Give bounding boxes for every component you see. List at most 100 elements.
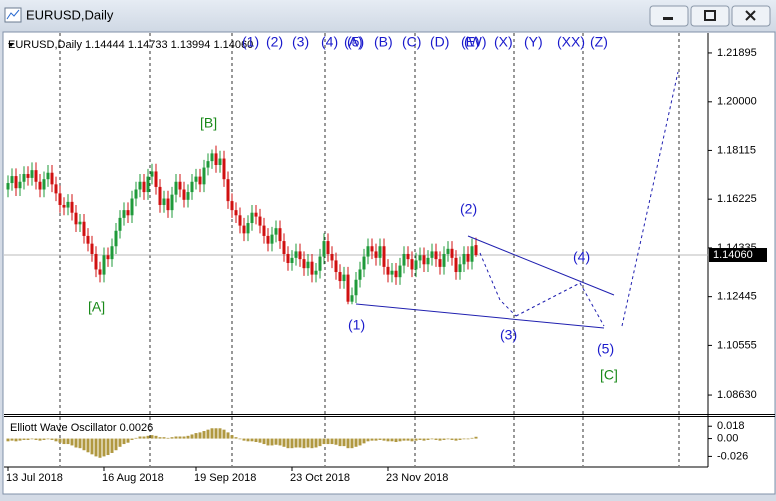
osc-bar — [258, 438, 262, 443]
osc-bar — [238, 438, 242, 440]
osc-bar — [434, 438, 438, 440]
osc-bar — [278, 438, 282, 446]
osc-bar — [102, 438, 106, 457]
osc-bar — [430, 438, 434, 440]
osc-bar — [146, 435, 150, 439]
osc-bar — [266, 438, 270, 446]
osc-bar — [150, 435, 154, 439]
candle-body — [310, 261, 314, 275]
osc-bar — [134, 437, 138, 439]
osc-bar — [154, 435, 158, 439]
candle-body — [274, 228, 278, 235]
candle-body — [250, 212, 254, 224]
osc-bar — [470, 437, 474, 439]
osc-bar — [466, 438, 470, 440]
osc-y-tick-label: -0.026 — [717, 450, 748, 462]
candle-body — [282, 241, 286, 254]
osc-bar — [90, 438, 94, 455]
osc-bar — [426, 438, 430, 440]
wave-count-label: (B) — [374, 34, 393, 50]
title-bar — [0, 0, 776, 32]
candle-body — [142, 181, 146, 193]
osc-bar — [314, 438, 318, 448]
candle-body — [458, 264, 462, 273]
candle-body — [242, 225, 246, 234]
candle-body — [390, 270, 394, 275]
candle-body — [474, 245, 478, 256]
osc-bar — [186, 435, 190, 439]
osc-bar — [306, 438, 310, 448]
candle-body — [22, 174, 26, 182]
candle-body — [190, 181, 194, 193]
osc-bar — [354, 438, 358, 447]
candle-body — [278, 228, 282, 242]
osc-bar — [222, 429, 226, 439]
candle-body — [358, 269, 362, 280]
wave-count-label: (3) — [292, 34, 309, 50]
wave-label: [B] — [200, 115, 217, 131]
candle-body — [78, 221, 82, 225]
osc-bar — [462, 438, 466, 440]
osc-bar — [262, 438, 266, 445]
osc-bar — [198, 432, 202, 439]
candle-body — [102, 255, 106, 275]
osc-bar — [50, 438, 54, 440]
wave-count-label: (D) — [430, 34, 449, 50]
osc-bar — [242, 438, 246, 441]
candle-body — [398, 265, 402, 278]
osc-bar — [34, 438, 38, 440]
candle-body — [258, 216, 262, 226]
x-tick-label: 16 Aug 2018 — [102, 472, 164, 484]
wave-count-label: (A) — [344, 34, 363, 50]
osc-bar — [58, 438, 62, 443]
candle-body — [414, 260, 418, 270]
osc-bar — [130, 438, 134, 440]
y-tick-label: 1.18115 — [717, 144, 756, 156]
wave-count-label: (Z) — [590, 34, 608, 50]
candle-body — [450, 248, 454, 258]
osc-bar — [318, 438, 322, 447]
close-button[interactable] — [731, 5, 771, 27]
minimize-button[interactable] — [649, 5, 689, 27]
osc-bar — [98, 438, 102, 458]
candle-body — [134, 189, 138, 199]
osc-bar — [38, 438, 42, 441]
candle-body — [434, 251, 438, 260]
candle-body — [422, 255, 426, 265]
candle-body — [106, 255, 110, 260]
osc-bar — [422, 438, 426, 441]
osc-bar — [46, 438, 50, 440]
wave-label: (4) — [573, 249, 590, 265]
osc-bar — [182, 436, 186, 439]
candle-body — [30, 170, 34, 178]
candle-body — [98, 269, 102, 275]
candle-body — [470, 246, 474, 262]
candle-body — [46, 172, 50, 180]
osc-bar — [234, 437, 238, 439]
window-icon — [4, 7, 22, 23]
osc-bar — [446, 438, 450, 440]
wave-count-label: (1) — [242, 34, 259, 50]
osc-bar — [290, 438, 294, 449]
maximize-button[interactable] — [690, 5, 730, 27]
candle-body — [38, 181, 42, 190]
candle-body — [270, 234, 274, 244]
candle-body — [370, 246, 374, 252]
wave-label: [A] — [88, 299, 105, 315]
osc-bar — [162, 437, 166, 439]
y-tick-label: 1.20000 — [717, 96, 757, 108]
wave-count-label: (2) — [266, 34, 283, 50]
candle-body — [50, 172, 54, 185]
candle-body — [406, 253, 410, 260]
wave-count-label: (W) — [464, 34, 487, 50]
osc-bar — [178, 436, 182, 439]
candle-body — [186, 192, 190, 200]
osc-bar — [474, 436, 478, 439]
osc-bar — [54, 438, 58, 442]
osc-bar — [358, 438, 362, 446]
wave-count-label: (Y) — [524, 34, 543, 50]
osc-bar — [22, 438, 26, 440]
osc-bar — [394, 438, 398, 442]
osc-bar — [362, 438, 366, 444]
candle-body — [126, 210, 130, 216]
